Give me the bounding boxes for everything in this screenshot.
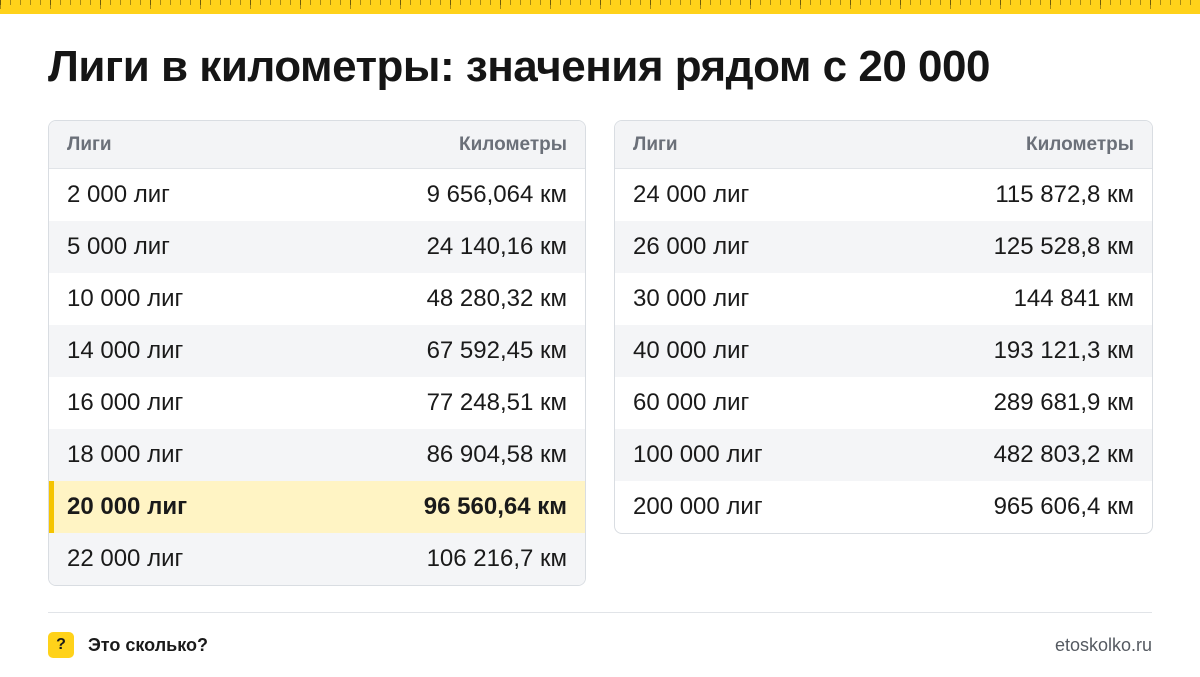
leagues-cell: 100 000 лиг [633, 441, 763, 468]
kilometers-cell: 48 280,32 км [426, 285, 567, 312]
leagues-cell: 60 000 лиг [633, 389, 750, 416]
leagues-cell: 18 000 лиг [67, 441, 184, 468]
question-mark-icon: ? [48, 632, 74, 658]
table-row: 18 000 лиг 86 904,58 км [49, 429, 585, 481]
leagues-cell: 30 000 лиг [633, 285, 750, 312]
conversion-table-left: Лиги Километры 2 000 лиг 9 656,064 км 5 … [48, 120, 586, 586]
table-row: 26 000 лиг 125 528,8 км [615, 221, 1152, 273]
table-row: 5 000 лиг 24 140,16 км [49, 221, 585, 273]
leagues-cell: 200 000 лиг [633, 493, 763, 520]
footer-brand[interactable]: ? Это сколько? [48, 632, 208, 658]
kilometers-cell: 24 140,16 км [426, 233, 567, 260]
table-row: 16 000 лиг 77 248,51 км [49, 377, 585, 429]
column-header-leagues: Лиги [67, 133, 112, 155]
table-row-highlighted: 20 000 лиг 96 560,64 км [49, 481, 585, 533]
kilometers-cell: 67 592,45 км [426, 337, 567, 364]
column-header-leagues: Лиги [633, 133, 678, 155]
table-header: Лиги Километры [615, 121, 1152, 169]
kilometers-cell: 86 904,58 км [426, 441, 567, 468]
brand-name: Это сколько? [88, 634, 208, 655]
table-row: 60 000 лиг 289 681,9 км [615, 377, 1152, 429]
conversion-table-right: Лиги Километры 24 000 лиг 115 872,8 км 2… [614, 120, 1153, 534]
kilometers-cell: 193 121,3 км [993, 337, 1134, 364]
kilometers-cell: 289 681,9 км [993, 389, 1134, 416]
kilometers-cell: 106 216,7 км [426, 545, 567, 572]
table-row: 22 000 лиг 106 216,7 км [49, 533, 585, 585]
kilometers-cell: 77 248,51 км [426, 389, 567, 416]
kilometers-cell: 144 841 км [1013, 285, 1134, 312]
kilometers-cell: 115 872,8 км [995, 181, 1134, 208]
column-header-kilometers: Километры [1026, 133, 1134, 155]
kilometers-cell: 96 560,64 км [423, 493, 567, 520]
leagues-cell: 14 000 лиг [67, 337, 184, 364]
leagues-cell: 16 000 лиг [67, 389, 184, 416]
table-row: 2 000 лиг 9 656,064 км [49, 169, 585, 221]
leagues-cell: 26 000 лиг [633, 233, 750, 260]
page-title: Лиги в километры: значения рядом с 20 00… [48, 42, 990, 91]
kilometers-cell: 9 656,064 км [426, 181, 567, 208]
column-header-kilometers: Километры [459, 133, 567, 155]
table-row: 30 000 лиг 144 841 км [615, 273, 1152, 325]
leagues-cell: 5 000 лиг [67, 233, 170, 260]
footer-divider [48, 612, 1152, 613]
table-row: 200 000 лиг 965 606,4 км [615, 481, 1152, 533]
leagues-cell: 2 000 лиг [67, 181, 170, 208]
leagues-cell: 40 000 лиг [633, 337, 750, 364]
table-row: 40 000 лиг 193 121,3 км [615, 325, 1152, 377]
ruler-strip [0, 0, 1200, 14]
kilometers-cell: 482 803,2 км [993, 441, 1134, 468]
leagues-cell: 22 000 лиг [67, 545, 184, 572]
site-link[interactable]: etoskolko.ru [1054, 634, 1152, 655]
leagues-cell: 20 000 лиг [67, 493, 188, 520]
table-row: 24 000 лиг 115 872,8 км [615, 169, 1152, 221]
kilometers-cell: 125 528,8 км [993, 233, 1134, 260]
table-row: 14 000 лиг 67 592,45 км [49, 325, 585, 377]
table-row: 10 000 лиг 48 280,32 км [49, 273, 585, 325]
leagues-cell: 24 000 лиг [633, 181, 750, 208]
leagues-cell: 10 000 лиг [67, 285, 184, 312]
table-header: Лиги Километры [49, 121, 585, 169]
kilometers-cell: 965 606,4 км [993, 493, 1134, 520]
table-row: 100 000 лиг 482 803,2 км [615, 429, 1152, 481]
